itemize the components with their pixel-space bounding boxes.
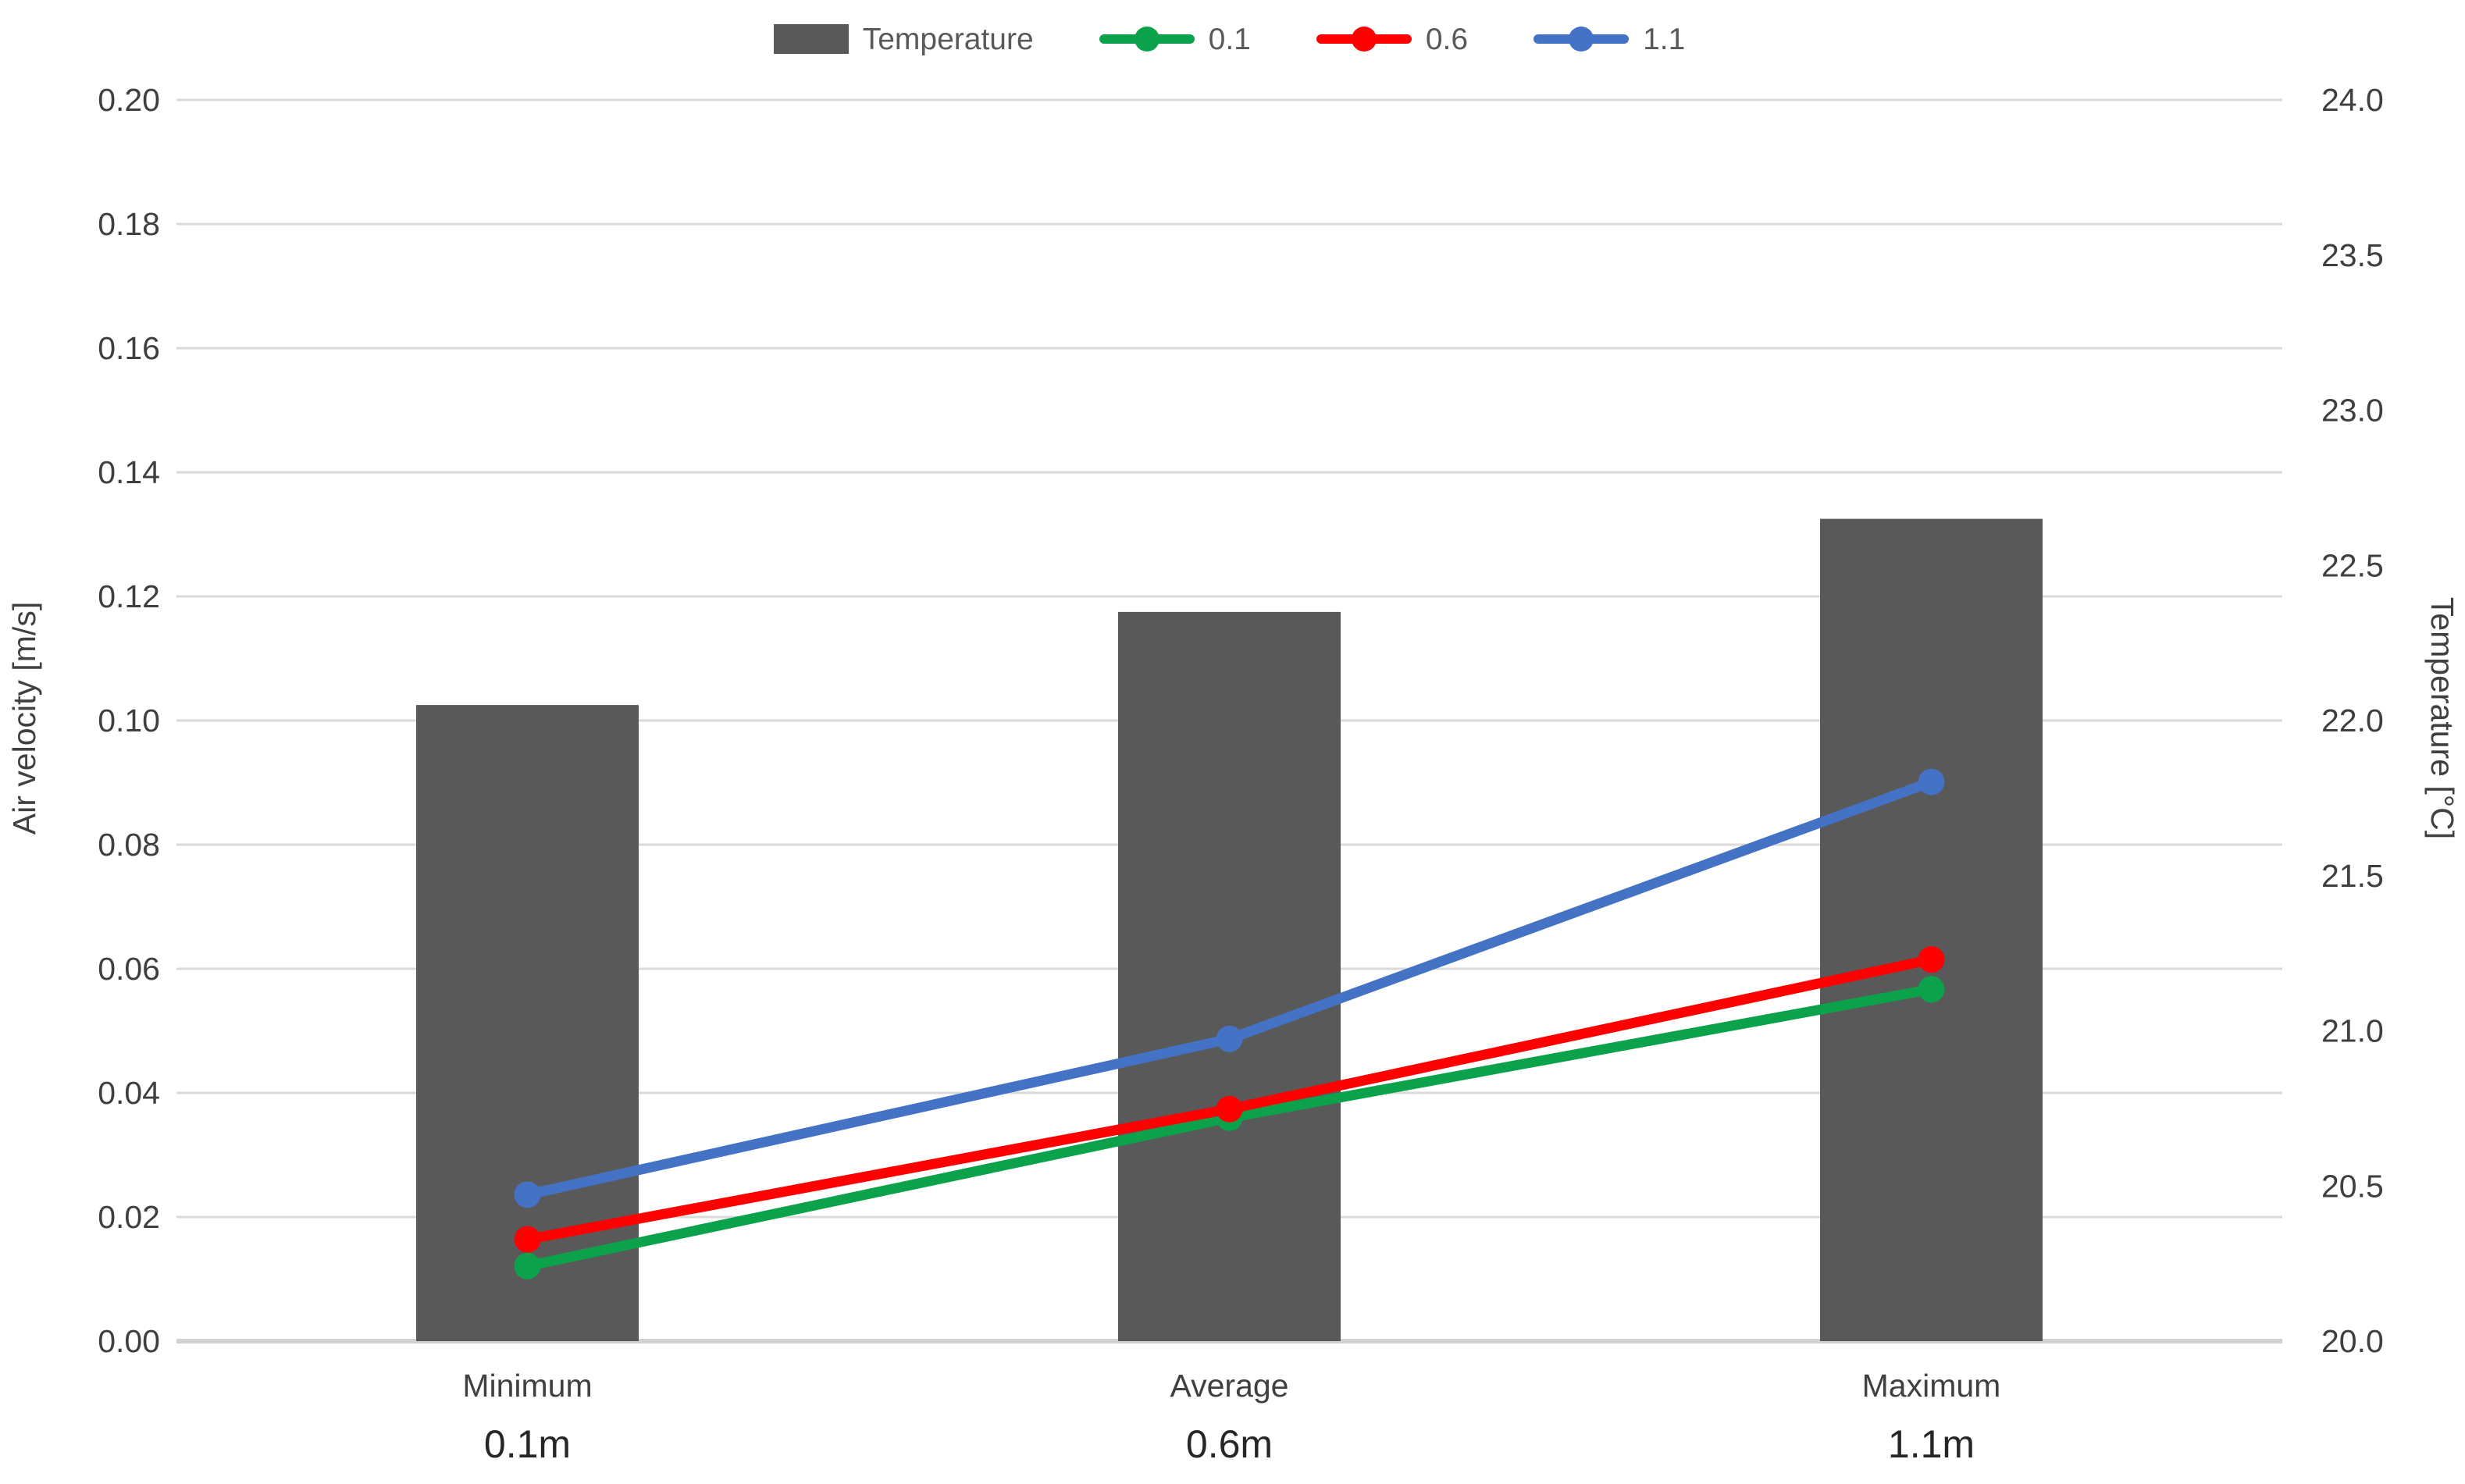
category-height-label: 0.1m	[483, 1422, 572, 1466]
legend-label: Temperature	[862, 22, 1034, 56]
legend-item-1-1: 1.1	[1534, 23, 1685, 55]
right-axis-tick-label: 22.5	[2321, 547, 2384, 583]
temperature-bar	[1118, 611, 1341, 1341]
legend-marker-dot	[1134, 27, 1159, 52]
data-point-1.1	[1918, 768, 1945, 795]
legend-item-0-1: 0.1	[1099, 23, 1251, 55]
legend-label: 0.1	[1208, 22, 1251, 56]
left-axis-tick-label: 0.16	[98, 330, 160, 366]
left-axis-tick-label: 0.04	[98, 1075, 160, 1111]
legend-label: 0.6	[1425, 22, 1469, 56]
category-label-maximum: Maximum 1.1m	[1862, 1368, 2001, 1467]
left-axis-tick-label: 0.10	[98, 703, 160, 738]
left-axis-tick-label: 0.14	[98, 454, 160, 490]
legend-line-swatch	[1099, 23, 1195, 55]
data-point-0.6	[514, 1226, 541, 1253]
category-name: Minimum	[462, 1368, 593, 1404]
data-point-0.6	[1918, 946, 1945, 973]
legend-marker-dot	[1569, 27, 1594, 52]
legend-line-swatch	[1316, 23, 1412, 55]
right-axis-tick-label: 24.0	[2321, 82, 2384, 118]
legend-marker-dot	[1351, 27, 1377, 52]
legend-line-swatch	[1534, 23, 1630, 55]
right-axis-tick-label: 23.0	[2321, 393, 2384, 429]
data-point-0.1	[514, 1252, 541, 1279]
chart-legend: Temperature 0.1 0.6 1.1	[176, 14, 2282, 64]
left-axis-tick-label: 0.20	[98, 82, 160, 118]
right-axis-tick-label: 23.5	[2321, 237, 2384, 273]
legend-item-0-6: 0.6	[1316, 23, 1468, 55]
right-axis-tick-label: 21.0	[2321, 1013, 2384, 1049]
temperature-bar	[1820, 518, 2043, 1341]
data-point-1.1	[1216, 1025, 1243, 1052]
data-point-0.1	[1918, 976, 1945, 1003]
legend-item-temperature: Temperature	[773, 22, 1034, 56]
right-axis-tick-label: 20.0	[2321, 1323, 2384, 1359]
data-point-1.1	[514, 1181, 541, 1208]
left-axis-tick-label: 0.06	[98, 951, 160, 987]
right-axis-tick-label: 20.5	[2321, 1168, 2384, 1204]
category-height-label: 0.6m	[1185, 1422, 1273, 1466]
legend-label: 1.1	[1643, 22, 1686, 56]
left-axis-tick-label: 0.18	[98, 206, 160, 242]
left-axis-tick-label: 0.08	[98, 827, 160, 863]
left-axis-tick-label: 0.12	[98, 578, 160, 614]
left-axis-tick-label: 0.00	[98, 1323, 160, 1359]
right-axis-tick-label: 21.5	[2321, 858, 2384, 894]
left-axis-title: Air velocity [m/s]	[6, 601, 42, 835]
category-name: Maximum	[1861, 1368, 2001, 1404]
legend-bar-swatch	[773, 24, 849, 54]
category-label-average: Average 0.6m	[1170, 1368, 1289, 1467]
right-axis-tick-label: 22.0	[2321, 703, 2384, 738]
category-label-minimum: Minimum 0.1m	[462, 1368, 592, 1467]
right-axis-title: Temperature [°C]	[2424, 596, 2460, 840]
data-point-0.6	[1216, 1095, 1243, 1123]
category-name: Average	[1170, 1368, 1289, 1404]
category-height-label: 1.1m	[1887, 1422, 1975, 1466]
left-axis-tick-label: 0.02	[98, 1199, 160, 1235]
